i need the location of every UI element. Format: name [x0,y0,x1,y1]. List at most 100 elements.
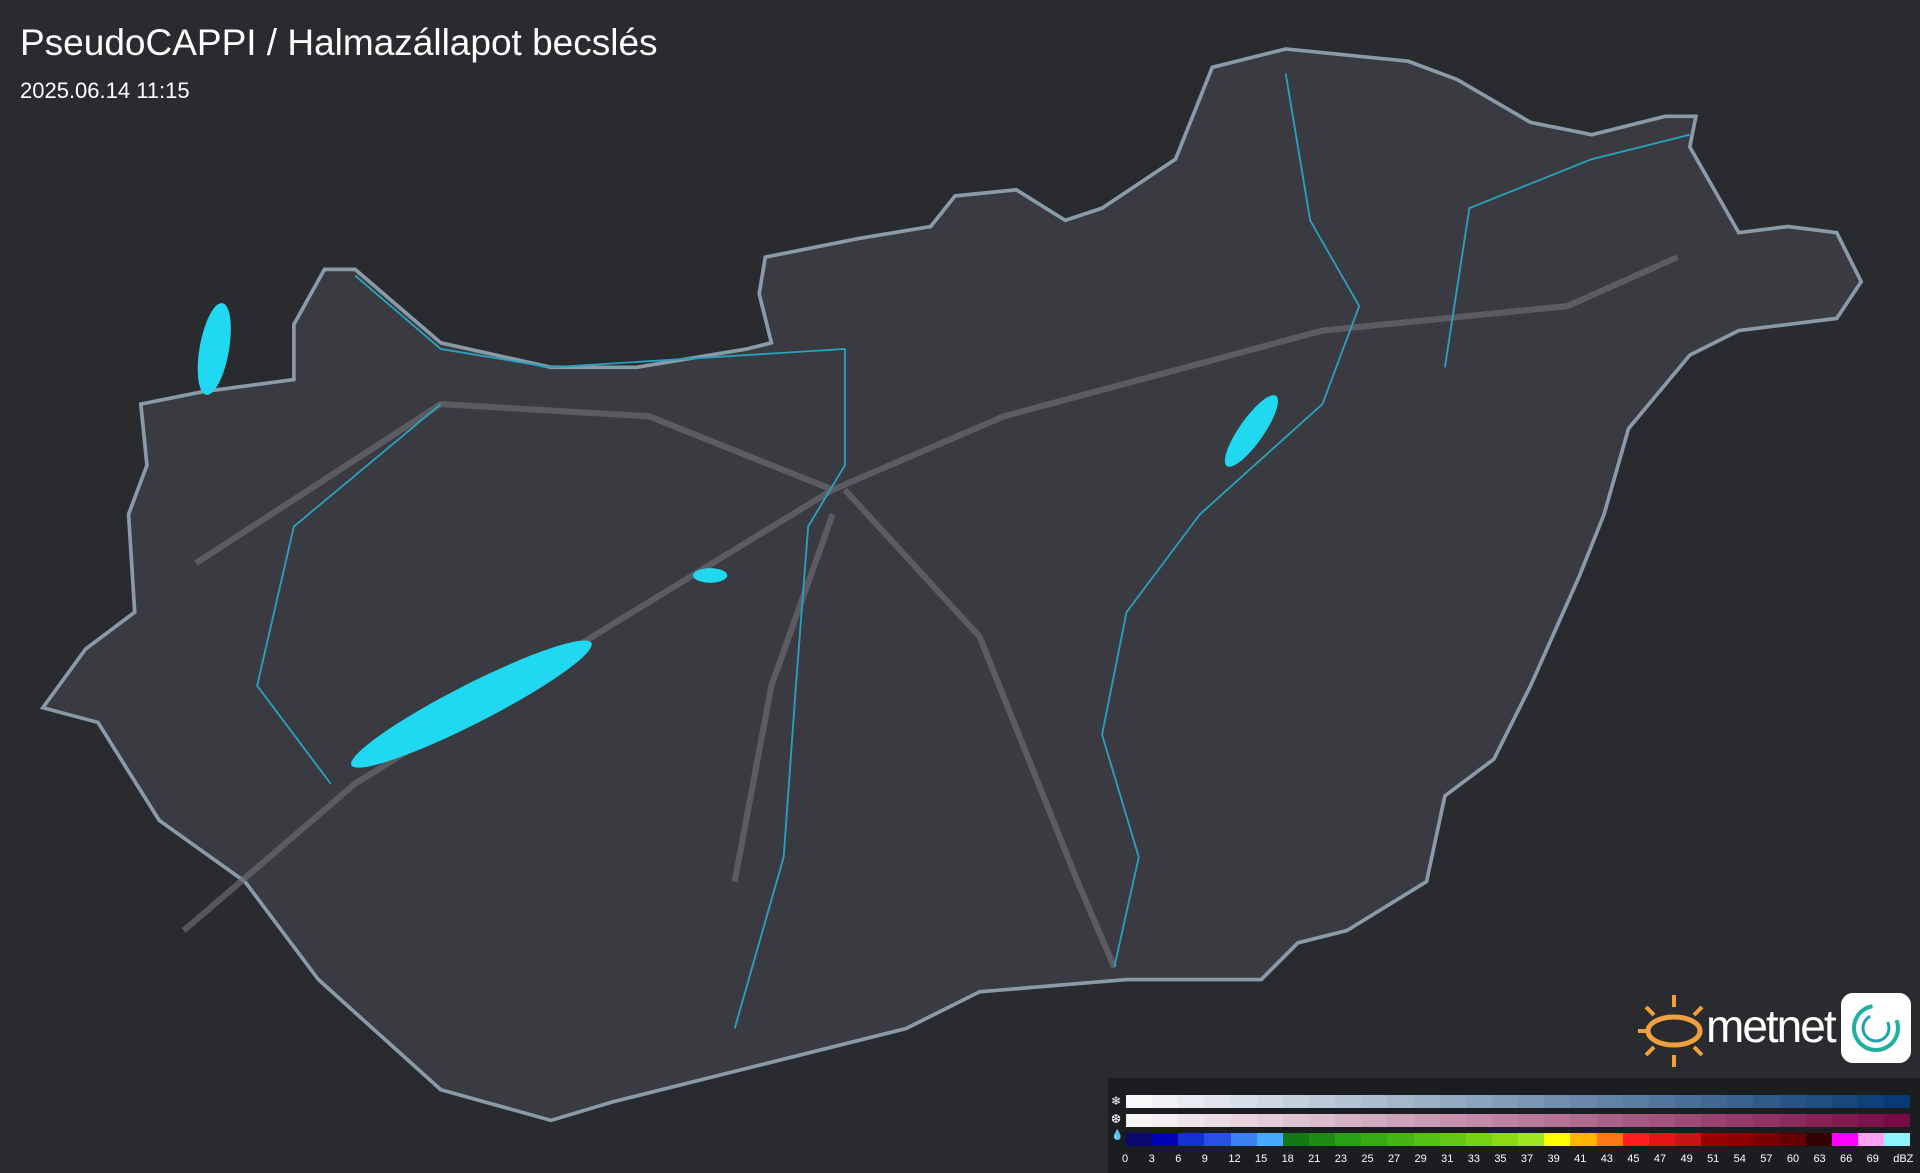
legend-cell [1282,1133,1309,1146]
legend-cell [1126,1095,1153,1108]
rain-scale [1126,1133,1911,1146]
raindrop-icon: 💧 [1111,1130,1124,1141]
legend-cell [1152,1114,1179,1127]
legend-cell [1152,1095,1179,1108]
wet-snow-icon: ❆ [1111,1112,1122,1126]
legend-cell [1831,1133,1858,1146]
legend-cell [1884,1114,1911,1127]
legend-cell [1596,1095,1623,1108]
legend-cell [1230,1133,1257,1146]
legend-cell [1727,1114,1754,1127]
legend-cell [1335,1095,1362,1108]
legend-labels: 0 3 6 9 12 15 18 21 23 25 27 29 31 33 35 37 39 41 43 45 47 49… [1122,1153,1920,1165]
legend-cell [1805,1114,1832,1127]
legend-label: 0 [1122,1153,1129,1165]
legend-label: 12 [1228,1153,1241,1165]
legend-cell [1361,1133,1388,1146]
legend-label: 49 [1680,1153,1693,1165]
legend-cell [1701,1114,1728,1127]
legend-cell [1570,1095,1597,1108]
legend-cell [1518,1114,1545,1127]
legend-label: 18 [1281,1153,1294,1165]
legend-cell [1648,1114,1675,1127]
legend-cell [1857,1095,1885,1108]
legend-label: 9 [1201,1153,1208,1165]
legend-cell [1491,1095,1519,1108]
legend-cell [1648,1095,1675,1108]
lake-velence [693,568,728,583]
legend-label: 45 [1627,1153,1640,1165]
legend-cell [1518,1133,1545,1146]
legend-label: 51 [1707,1153,1720,1165]
legend-label: 35 [1494,1153,1507,1165]
legend-cell [1387,1095,1414,1108]
legend-cell [1335,1133,1362,1146]
map-title: PseudoCAPPI / Halmazállapot becslés [20,22,658,63]
legend-label: 31 [1441,1153,1454,1165]
legend-label: 66 [1840,1153,1853,1165]
legend-cell [1753,1133,1780,1146]
lake-balaton [351,640,592,768]
legend-cell [1805,1095,1832,1108]
legend-cell [1178,1095,1205,1108]
lake-tisza [1224,395,1278,467]
legend-cell [1805,1133,1832,1146]
legend-cell [1230,1095,1257,1108]
legend-cell [1831,1114,1858,1127]
legend-label: 23 [1334,1153,1347,1165]
legend-cell [1256,1114,1283,1127]
country-hungary [39,47,1864,1123]
legend-cell [1674,1114,1702,1127]
legend-cell [1465,1133,1492,1146]
metnet-logo: metnet [1636,993,1916,1069]
legend-cell [1413,1133,1440,1146]
legend-cell [1387,1133,1414,1146]
legend-cell [1779,1133,1806,1146]
legend-cell [1308,1114,1336,1127]
legend-label: 63 [1813,1153,1826,1165]
legend-cell [1439,1095,1466,1108]
legend-cell [1465,1095,1492,1108]
legend-label: 60 [1786,1153,1800,1165]
legend-label: 29 [1414,1153,1427,1165]
legend-cell [1648,1133,1675,1146]
snowflake-icon: ❄ [1111,1094,1122,1108]
legend-cell [1413,1095,1440,1108]
legend-cell [1596,1114,1623,1127]
legend-cell [1544,1114,1571,1127]
legend-cell [1413,1114,1440,1127]
legend-label: 33 [1467,1153,1480,1165]
legend-cell [1727,1095,1754,1108]
legend-cell [1831,1095,1858,1108]
legend-cell [1884,1095,1911,1108]
legend-cell [1622,1095,1649,1108]
legend-cell [1308,1095,1336,1108]
legend-cell [1230,1114,1257,1127]
legend-cell [1570,1133,1597,1146]
timestamp: 2025.06.14 11:15 [20,78,190,103]
legend-label: 43 [1600,1153,1613,1165]
legend-label: 57 [1760,1153,1773,1165]
legend-cell [1256,1095,1283,1108]
legend-cell [1178,1133,1205,1146]
legend-cell [1439,1133,1466,1146]
snow-scale [1126,1095,1911,1108]
legend-cell [1152,1133,1179,1146]
roads [181,254,1679,969]
legend-label: 37 [1520,1153,1534,1165]
legend-cell [1674,1133,1702,1146]
legend-cell [1491,1133,1519,1146]
legend-cell [1727,1133,1754,1146]
legend-cell [1570,1114,1597,1127]
legend-label: 47 [1653,1153,1667,1165]
legend-cell [1204,1133,1231,1146]
legend-label: 27 [1387,1153,1401,1165]
legend-label: 69 [1866,1153,1879,1165]
legend-cell [1779,1095,1806,1108]
legend-cell [1204,1095,1231,1108]
legend-cell [1491,1114,1519,1127]
legend-cell [1544,1095,1571,1108]
legend-cell [1387,1114,1414,1127]
legend-label: 21 [1308,1153,1321,1165]
